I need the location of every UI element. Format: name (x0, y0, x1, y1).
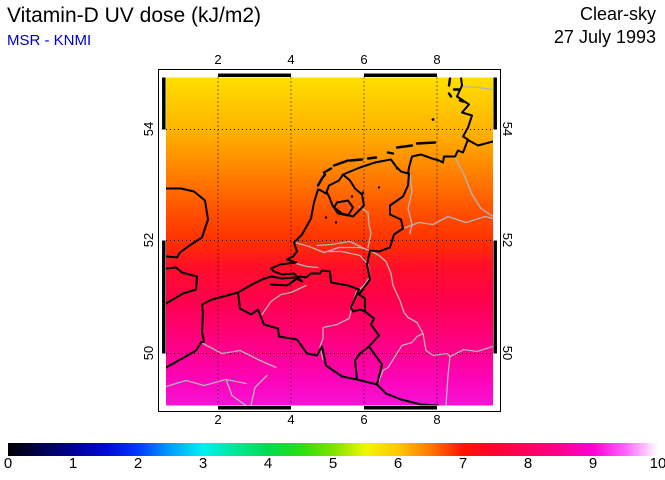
lon-tick-top-6: 6 (360, 52, 368, 67)
lat-tick-right-52: 52 (500, 232, 515, 248)
small-lake-specks (324, 167, 399, 224)
colorbar-tick-3: 3 (198, 455, 208, 472)
lat-tick-left-54: 54 (141, 121, 156, 137)
page-title: Vitamin-D UV dose (kJ/m2) (7, 4, 262, 27)
date-label: 27 July 1993 (553, 27, 656, 47)
page-subtitle: MSR - KNMI (7, 32, 92, 49)
lon-tick-top-2: 2 (214, 52, 222, 67)
colorbar-tick-10: 10 (649, 455, 665, 472)
colorbar-tick-6: 6 (393, 455, 403, 472)
coastlines (166, 77, 493, 369)
map-figure (157, 67, 502, 413)
map-canvas (158, 69, 501, 412)
lat-tick-right-50: 50 (500, 345, 515, 361)
colorbar-tick-4: 4 (263, 455, 273, 472)
lon-tick-bottom-2: 2 (214, 412, 222, 427)
lake-ijsselmeer (326, 173, 365, 218)
lon-tick-bottom-8: 8 (433, 412, 441, 427)
colorbar-tick-5: 5 (328, 455, 338, 472)
colorbar-tick-8: 8 (523, 455, 533, 472)
colorbar-tick-2: 2 (133, 455, 143, 472)
colorbar-tick-0: 0 (3, 455, 13, 472)
colorbar-gradient (8, 443, 658, 456)
helgoland-island (431, 118, 435, 121)
lon-tick-bottom-6: 6 (360, 412, 368, 427)
graticule-grid (166, 77, 493, 406)
condition-label: Clear-sky (579, 4, 656, 24)
map-outer-frame (158, 69, 501, 412)
zebra-frame (162, 73, 497, 410)
rivers-admin-lines (166, 85, 493, 406)
colorbar-tick-7: 7 (458, 455, 468, 472)
uv-field-gradient (166, 77, 493, 406)
lon-tick-bottom-4: 4 (287, 412, 295, 427)
colorbar-tick-9: 9 (588, 455, 598, 472)
lon-tick-top-8: 8 (433, 52, 441, 67)
lat-tick-left-52: 52 (141, 232, 156, 248)
lat-tick-right-54: 54 (500, 121, 515, 137)
lat-tick-left-50: 50 (141, 345, 156, 361)
lon-tick-top-4: 4 (287, 52, 295, 67)
wadden-islands (316, 77, 465, 187)
colorbar-tick-1: 1 (68, 455, 78, 472)
country-borders (237, 172, 439, 406)
